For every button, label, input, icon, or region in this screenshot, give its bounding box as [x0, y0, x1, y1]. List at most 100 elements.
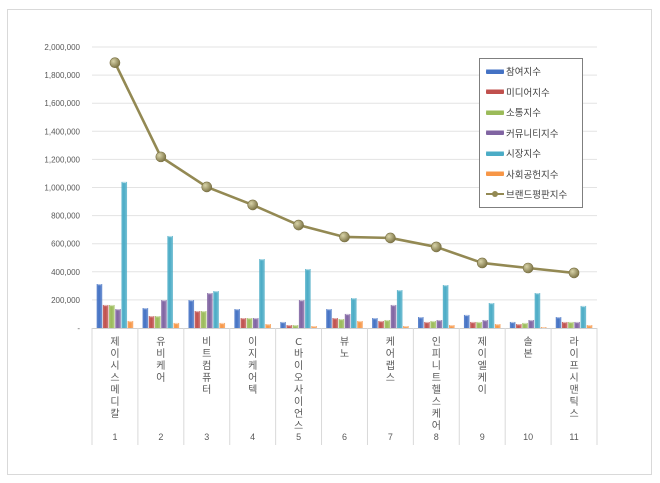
- color-swatch-icon: [486, 171, 504, 176]
- bar: [442, 285, 449, 328]
- bar: [390, 304, 397, 328]
- bar: [188, 300, 195, 328]
- category-number: 3: [204, 432, 209, 442]
- bar: [534, 293, 541, 328]
- bar: [240, 318, 247, 328]
- color-swatch-icon: [486, 68, 504, 74]
- y-tick-label: 1,400,000: [44, 127, 80, 136]
- line-marker: [109, 57, 121, 69]
- bar: [102, 304, 109, 328]
- bar: [161, 300, 167, 328]
- line-marker-swatch-icon: [486, 191, 504, 197]
- line-marker: [385, 232, 396, 244]
- category-number: 2: [158, 432, 163, 442]
- color-swatch-icon: [486, 109, 504, 115]
- bar: [470, 321, 476, 328]
- y-tick-label: -: [77, 324, 80, 333]
- legend-label: 참여지수: [506, 67, 541, 78]
- legend-item: 미디어지수: [486, 85, 550, 99]
- bar: [580, 305, 587, 328]
- bar: [344, 313, 351, 328]
- bar: [384, 319, 391, 328]
- category-axis: [91, 328, 598, 445]
- category-number: 10: [523, 432, 533, 442]
- bar: [252, 318, 259, 328]
- bar: [516, 324, 522, 328]
- bar: [115, 309, 121, 328]
- bar: [482, 319, 489, 328]
- bar: [522, 322, 528, 328]
- bar: [298, 300, 305, 328]
- bar: [121, 181, 128, 328]
- legend-label: 커뮤니티지수: [506, 128, 559, 140]
- category-number: 6: [342, 432, 347, 442]
- legend-label: 소통지수: [506, 108, 541, 119]
- legend-item: 시장지수: [486, 146, 541, 160]
- legend-item: 브랜드평판지수: [486, 187, 567, 201]
- legend-label: 브랜드평판지수: [506, 190, 568, 201]
- line-marker: [201, 181, 213, 193]
- bar: [292, 325, 299, 328]
- bar: [167, 235, 173, 328]
- bar: [555, 317, 562, 328]
- category-labels: 제 이 시 스 메 디 칼 1 유 비 케 어 2 비 트 컴 퓨 터 3 이 지 케 어 텍 4 C 바 이 오 사 이 언 스5 뷰 노 6 케 어 랩…: [110, 336, 578, 442]
- bar: [207, 293, 213, 328]
- bar: [561, 321, 568, 328]
- bar: [378, 320, 384, 328]
- y-tick-label: 400,000: [51, 268, 80, 277]
- category-number: 4: [250, 432, 255, 442]
- color-swatch-icon: [486, 150, 504, 156]
- bar: [436, 319, 443, 328]
- line-marker: [568, 267, 580, 279]
- bar: [494, 324, 501, 328]
- legend-item: 참여지수: [486, 64, 541, 78]
- bar: [574, 321, 580, 328]
- bar: [219, 322, 226, 328]
- bar: [509, 321, 516, 328]
- y-tick-label: 2,000,000: [44, 43, 80, 52]
- line-marker: [476, 257, 488, 269]
- bar: [305, 268, 311, 328]
- bar: [326, 309, 332, 328]
- bar: [213, 291, 219, 328]
- bar: [372, 318, 378, 328]
- bar: [351, 298, 357, 328]
- bar: [449, 325, 455, 328]
- bar: [338, 319, 345, 328]
- bar: [127, 320, 134, 328]
- category-number: 7: [388, 432, 393, 442]
- legend-item: 소통지수: [486, 105, 541, 119]
- bar: [528, 319, 535, 328]
- bar: [476, 321, 482, 328]
- legend-label: 시장지수: [506, 149, 541, 160]
- bar: [194, 310, 201, 328]
- bar: [424, 321, 430, 328]
- brand-reputation-line: [109, 57, 580, 279]
- bar: [568, 321, 574, 328]
- y-tick-label: 1,200,000: [44, 155, 80, 164]
- bar: [246, 318, 253, 328]
- category-number: 9: [480, 432, 485, 442]
- category-number: 11: [569, 432, 578, 442]
- y-tick-label: 1,600,000: [44, 99, 80, 108]
- bar: [234, 309, 240, 328]
- bar: [200, 310, 207, 328]
- bar: [357, 320, 363, 328]
- bar: [332, 318, 338, 328]
- legend-item: 커뮤니티지수: [486, 126, 558, 140]
- category-number: 8: [434, 432, 439, 442]
- y-tick-label: 1,000,000: [44, 184, 80, 193]
- bar: [286, 325, 293, 328]
- bar: [396, 290, 403, 328]
- legend-label: 사회공헌지수: [506, 169, 559, 181]
